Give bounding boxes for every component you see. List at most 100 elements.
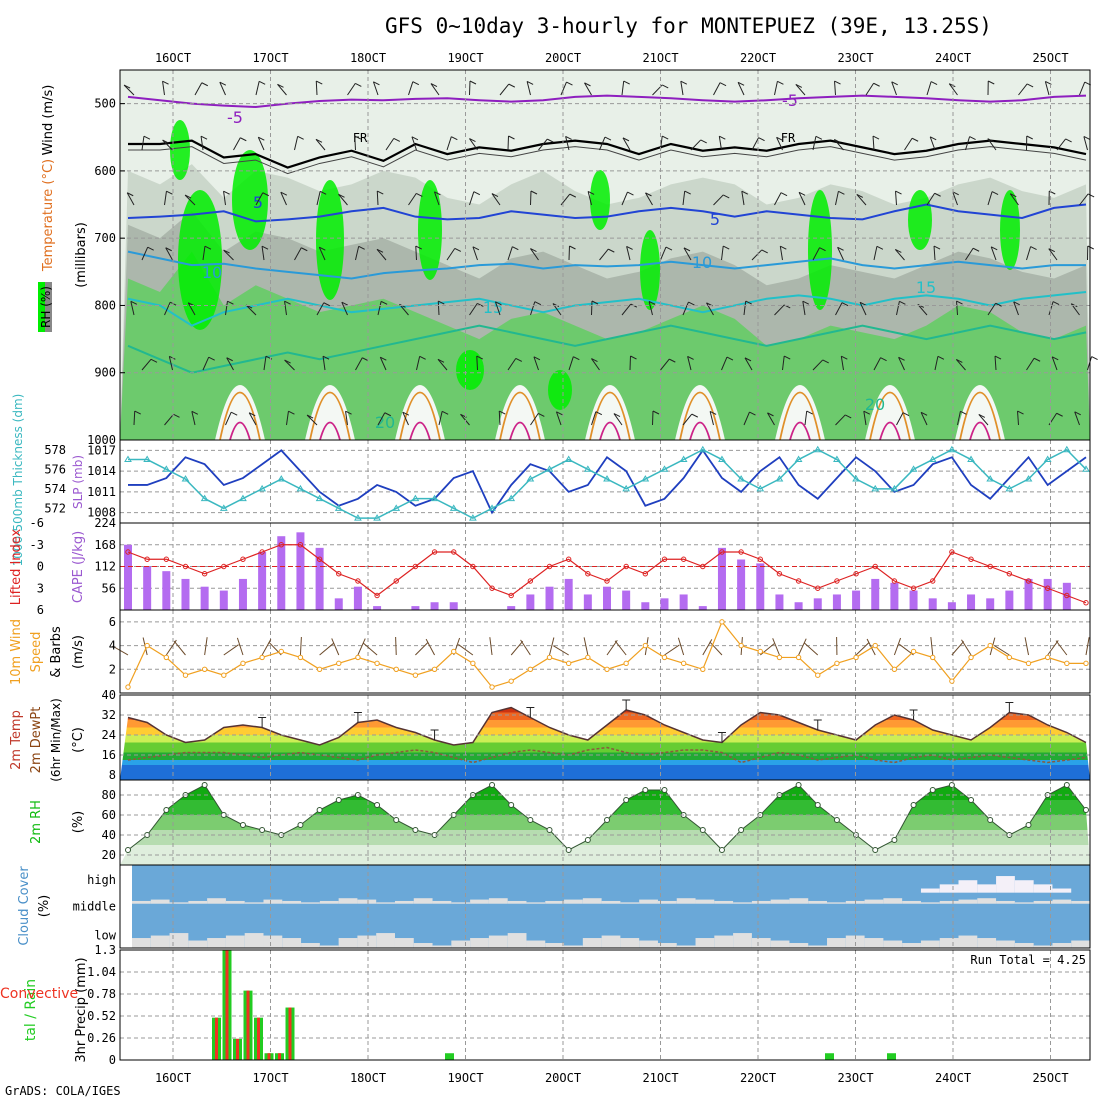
wind-barb-10m xyxy=(993,645,1010,656)
wind-barb xyxy=(1048,248,1058,261)
cape-bar xyxy=(1043,578,1052,610)
wind-barb-flag xyxy=(1045,81,1052,85)
li-point xyxy=(604,578,610,584)
li-point xyxy=(719,549,725,555)
wind-speed-point xyxy=(834,660,840,667)
axis-label-thickness: 1000-500mb Thickness (dm) xyxy=(11,394,25,567)
rh-point xyxy=(987,817,994,823)
wind-barb-flag xyxy=(837,246,844,251)
cape-bar xyxy=(679,594,688,610)
cape-bar xyxy=(277,536,286,610)
wind-barb xyxy=(613,413,623,426)
wind-speed-point xyxy=(604,666,610,672)
wind-barb-flag xyxy=(438,300,445,305)
wind-barb-flag xyxy=(978,413,986,418)
wind-barb xyxy=(286,411,289,426)
wind-barb-flag xyxy=(859,301,867,306)
wind-barb-flag xyxy=(284,359,291,364)
wind-barb-flag xyxy=(143,135,151,140)
time-label-bottom: 18OCT xyxy=(350,1071,386,1085)
wind-barb-flag xyxy=(956,358,963,363)
li-point xyxy=(431,549,438,555)
time-label-top: 19OCT xyxy=(447,51,483,65)
wind-barb xyxy=(376,190,379,206)
wind-barb xyxy=(338,193,348,206)
cape-bar xyxy=(622,590,631,610)
cloud-mid xyxy=(132,900,151,904)
wind-barb xyxy=(430,83,440,96)
time-label-bottom: 17OCT xyxy=(252,1071,288,1085)
wind-barb xyxy=(767,412,775,426)
cape-bar xyxy=(852,590,861,610)
wind-barb-flag xyxy=(795,83,803,88)
wind-barb-flag xyxy=(591,358,598,362)
wind-barb xyxy=(1083,136,1088,151)
cape-bar xyxy=(238,578,247,610)
cape-bar xyxy=(334,598,343,610)
wind-speed-point xyxy=(795,654,802,661)
rh-core xyxy=(178,190,222,330)
wind-barb xyxy=(812,247,821,261)
isotherm-30 xyxy=(409,421,431,441)
rh-point xyxy=(1083,807,1089,813)
wind-barb-10m xyxy=(664,644,680,656)
wind-barb-flag xyxy=(315,138,323,143)
wind-barb-flag xyxy=(933,245,941,250)
wind-barb xyxy=(774,192,782,206)
wind-barb-flag xyxy=(898,356,905,361)
wind-speed-point xyxy=(776,654,783,661)
wind-barb-10m xyxy=(1047,640,1059,656)
wind-barb xyxy=(737,82,745,96)
wind-barb-flag xyxy=(665,246,673,251)
rh-core xyxy=(1000,190,1020,270)
wind-barb-flag xyxy=(538,412,545,417)
thickness-point xyxy=(564,455,573,463)
li-point xyxy=(623,563,629,570)
thickness-point xyxy=(392,504,401,511)
wind-barb xyxy=(898,357,905,371)
cloud-mid xyxy=(827,902,846,904)
wind-barb xyxy=(255,81,260,96)
temp-tick: 24 xyxy=(102,728,116,742)
wind-barb xyxy=(476,355,478,371)
thickness-point xyxy=(354,514,362,521)
axis-label-convective: Convective xyxy=(0,986,78,1002)
precip-convective-bar xyxy=(278,1053,281,1060)
wind-barb-flag xyxy=(1052,301,1060,306)
li-point xyxy=(585,571,591,577)
cloud-low xyxy=(357,935,377,948)
wind-barb-flag xyxy=(949,83,956,88)
wind-speed-point xyxy=(297,654,304,661)
thickness-point xyxy=(871,484,880,492)
cloud-low xyxy=(977,938,997,948)
wind-barb xyxy=(223,191,226,206)
thickness-point xyxy=(622,484,631,492)
cloud-high xyxy=(939,884,959,893)
wind-barb xyxy=(584,82,592,96)
wind-barb-flag xyxy=(573,356,580,361)
rh-tick: 60 xyxy=(102,808,116,822)
axis-label-rh-units: (%) xyxy=(71,811,86,834)
surface-dry-cell xyxy=(585,385,635,440)
wind-barb-10m xyxy=(357,638,366,656)
wind-barb-flag xyxy=(508,135,515,140)
wind-barb xyxy=(965,247,974,261)
time-label-bottom: 16OCT xyxy=(155,1071,191,1085)
cape-bar xyxy=(813,598,822,610)
wind-barb xyxy=(682,413,693,426)
wind-speed-point xyxy=(738,642,744,649)
wind-barb xyxy=(168,356,173,371)
wind-barb xyxy=(284,359,295,371)
wind-barb-flag xyxy=(604,136,612,141)
cape-bar xyxy=(641,602,650,610)
wind-barb-flag xyxy=(991,191,999,196)
time-label-top: 24OCT xyxy=(935,51,971,65)
wind-barb-flag xyxy=(284,300,291,305)
cloud-low xyxy=(695,938,715,948)
wind-speed-point xyxy=(623,660,629,667)
wind-barb xyxy=(798,192,806,206)
isotherm-line xyxy=(127,203,1087,223)
wind-barb-flag xyxy=(777,80,784,85)
wind-barb-flag xyxy=(1091,356,1098,361)
isotherm-label: -5 xyxy=(227,108,243,127)
